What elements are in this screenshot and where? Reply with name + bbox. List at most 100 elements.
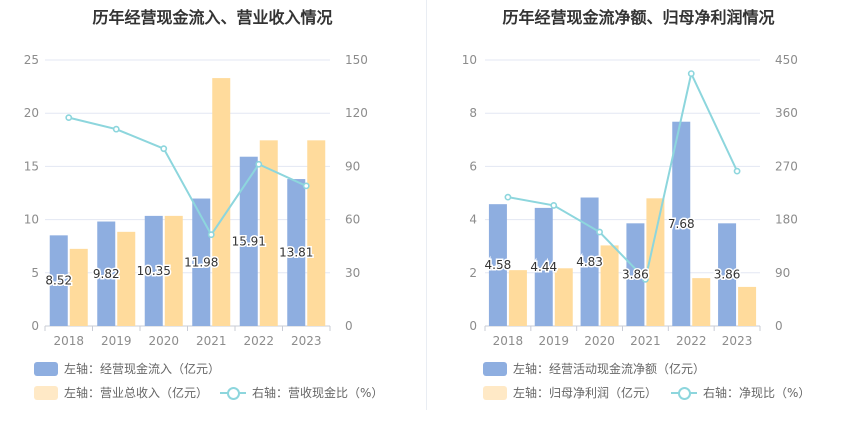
data-label: 3.86 xyxy=(622,268,649,282)
y-left-tick-label: 8 xyxy=(469,106,477,120)
x-tick-label: 2023 xyxy=(722,334,753,348)
bar xyxy=(144,215,163,326)
line-point xyxy=(550,202,558,209)
y-left-tick-label: 5 xyxy=(31,266,39,280)
y-right-tick-label: 270 xyxy=(775,159,798,173)
y-left-tick-label: 15 xyxy=(24,159,39,173)
bar xyxy=(488,204,507,326)
x-tick-label: 2020 xyxy=(148,334,179,348)
data-label: 4.83 xyxy=(576,255,603,269)
bar xyxy=(672,121,691,326)
line-point xyxy=(112,125,120,133)
x-tick-label: 2018 xyxy=(493,334,524,348)
line-point xyxy=(255,160,263,168)
y-left-tick-label: 6 xyxy=(469,159,477,173)
legend-item[interactable]: 左轴：营业总收入（亿元） xyxy=(34,384,208,401)
line-point xyxy=(687,70,695,77)
y-right-tick-label: 360 xyxy=(775,106,798,120)
bar xyxy=(626,223,645,326)
x-tick-label: 2019 xyxy=(538,334,569,348)
x-tick-label: 2020 xyxy=(584,334,615,348)
bar xyxy=(508,270,527,326)
x-tick-label: 2022 xyxy=(676,334,707,348)
y-right-tick-label: 150 xyxy=(345,53,368,67)
legend-label: 左轴：经营现金流入（亿元） xyxy=(64,362,221,376)
data-label: 4.58 xyxy=(485,258,512,272)
legend-label: 右轴：净现比（%） xyxy=(703,386,811,400)
legend-label: 左轴：归母净利润（亿元） xyxy=(513,386,658,400)
legend-swatch xyxy=(34,385,58,400)
chart-plot-right: 0 2 4 6 8 10 0 90 180 270 360 450 2018 2019 2020 2021 20… xyxy=(462,53,798,348)
line-point xyxy=(302,182,310,190)
bar xyxy=(718,223,737,326)
legend-swatch xyxy=(483,385,507,400)
bar xyxy=(49,235,68,326)
panel-divider xyxy=(426,0,427,410)
chart-plot-left: 0 5 10 15 20 25 0 30 60 90 120 150 2018 2019 2020 2021 2… xyxy=(24,53,368,348)
legend-swatch xyxy=(483,361,507,376)
y-left-tick-label: 0 xyxy=(31,319,39,333)
chart-title: 历年经营现金流入、营业收入情况 xyxy=(92,8,333,27)
line-point xyxy=(160,145,168,153)
line-legend-icon xyxy=(671,386,697,400)
data-label: 4.44 xyxy=(530,260,557,274)
legend-swatch xyxy=(34,361,58,376)
data-label: 7.68 xyxy=(668,217,695,231)
line-point xyxy=(65,114,73,122)
y-left-tick-label: 2 xyxy=(469,266,477,280)
legend-item[interactable]: 右轴：净现比（%） xyxy=(671,384,810,401)
legend-item[interactable]: 左轴：经营活动现金流净额（亿元） xyxy=(483,360,705,377)
bar xyxy=(97,221,116,326)
y-right-tick-label: 0 xyxy=(345,319,353,333)
data-label: 8.52 xyxy=(45,274,72,288)
chart-panel-left: 历年经营现金流入、营业收入情况 0 5 10 15 20 25 0 30 60 90 120 150 2… xyxy=(24,8,384,401)
line-point xyxy=(596,228,603,236)
y-right-tick-label: 60 xyxy=(345,213,360,227)
bar xyxy=(738,286,757,326)
legend-label: 右轴：营收现金比（%） xyxy=(252,386,384,400)
line-point xyxy=(504,193,512,201)
bar xyxy=(307,140,326,326)
data-label: 11.98 xyxy=(184,255,218,269)
data-label: 13.81 xyxy=(279,246,313,260)
bar xyxy=(692,278,711,326)
chart-title: 历年经营现金流净额、归母净利润情况 xyxy=(502,8,775,27)
x-tick-label: 2021 xyxy=(630,334,661,348)
line-point xyxy=(642,275,649,283)
data-label: 9.82 xyxy=(93,267,120,281)
bar xyxy=(212,78,231,326)
bar xyxy=(69,248,88,326)
bar xyxy=(287,179,306,326)
y-left-tick-label: 25 xyxy=(24,53,39,67)
x-tick-label: 2021 xyxy=(196,334,227,348)
data-label: 10.35 xyxy=(137,264,171,278)
bar xyxy=(534,207,553,326)
line-series xyxy=(507,70,738,282)
data-label: 15.91 xyxy=(232,234,266,248)
y-left-tick-label: 20 xyxy=(24,106,39,120)
line-point xyxy=(733,167,741,175)
bar xyxy=(239,156,258,326)
y-left-tick-label: 10 xyxy=(462,53,477,67)
legend-label: 左轴：经营活动现金流净额（亿元） xyxy=(513,362,706,376)
data-label: 3.86 xyxy=(714,268,741,282)
bar xyxy=(192,198,211,326)
y-left-tick-label: 10 xyxy=(24,213,39,227)
line-series xyxy=(68,116,307,237)
y-left-tick-label: 4 xyxy=(469,213,477,227)
bar xyxy=(646,198,665,326)
legend-item[interactable]: 右轴：营收现金比（%） xyxy=(220,384,383,401)
legend-item[interactable]: 左轴：归母净利润（亿元） xyxy=(483,384,657,401)
y-right-tick-label: 180 xyxy=(775,213,798,227)
bar xyxy=(554,268,573,326)
bar xyxy=(259,140,278,326)
y-right-tick-label: 90 xyxy=(345,159,360,173)
legend-label: 左轴：营业总收入（亿元） xyxy=(64,386,209,400)
bar xyxy=(600,245,619,326)
chart-panel-right: 历年经营现金流净额、归母净利润情况 0 2 4 6 8 10 0 90 180 270 360 450… xyxy=(427,0,850,437)
x-tick-label: 2018 xyxy=(53,334,84,348)
y-right-tick-label: 120 xyxy=(345,106,368,120)
line-legend-icon xyxy=(220,386,246,400)
legend-item[interactable]: 左轴：经营现金流入（亿元） xyxy=(34,360,220,377)
y-right-tick-label: 0 xyxy=(775,319,783,333)
